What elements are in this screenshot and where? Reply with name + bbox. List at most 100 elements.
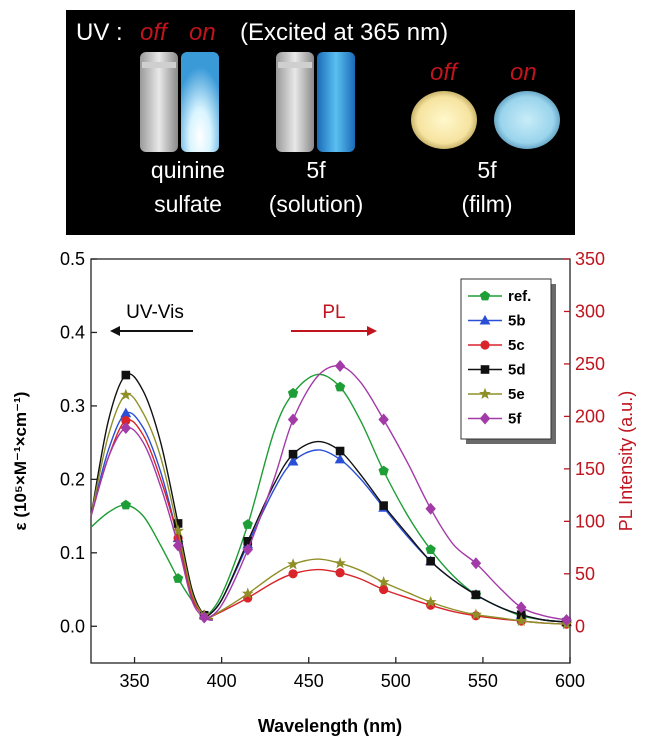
- pl-point-ref: [378, 465, 389, 476]
- legend: ref. 5b 5c 5d 5e 5f: [460, 278, 556, 444]
- uvvis-point-5d: [121, 370, 131, 380]
- uvvis-point-5e: [172, 524, 184, 536]
- series-layer: [90, 360, 573, 630]
- pl-point-5e: [515, 614, 528, 626]
- pl-point-5e: [334, 557, 346, 569]
- right-y-tick-label: 350: [575, 249, 605, 269]
- legend-label-5b: 5b: [508, 313, 526, 330]
- uv-on-label: on: [189, 19, 216, 46]
- pl-point-5b: [287, 455, 299, 466]
- x-tick-label: 550: [468, 671, 498, 691]
- uvvis-point-5c: [121, 416, 131, 426]
- pl-point-5e: [424, 595, 437, 608]
- right-y-tick-label: 50: [575, 564, 595, 584]
- x-tick-label: 400: [207, 671, 237, 691]
- vial-quinine-on-photo: [181, 52, 219, 152]
- sample-1-line2: sulfate: [154, 191, 222, 217]
- legend-box: [460, 278, 552, 440]
- uvvis-point-5f: [172, 539, 184, 552]
- x-axis-label: Wavelength (nm): [258, 716, 402, 736]
- sample-2-line1: 5f: [306, 157, 326, 183]
- pl-point-5e: [287, 558, 299, 570]
- pl-point-5f: [561, 613, 572, 626]
- sample-1-line1: quinine: [151, 157, 225, 183]
- uvvis-point-ref: [120, 499, 131, 510]
- vial-5f-off-photo: [276, 52, 314, 152]
- pl-point-5f: [378, 413, 389, 426]
- pl-point-5f: [516, 601, 527, 614]
- pl-point-5c: [335, 568, 345, 578]
- series-5c: [90, 416, 572, 629]
- left-y-tick-label: 0.3: [60, 396, 85, 416]
- x-tick-label: 600: [555, 671, 585, 691]
- pl-point-5f: [287, 413, 299, 426]
- sample-3-line1: 5f: [477, 157, 497, 183]
- film-off-disc-photo: [411, 91, 477, 149]
- left-y-axis-label: ε (10⁵×M⁻¹×cm⁻¹): [11, 392, 30, 531]
- vial-5f-on-photo: [317, 52, 355, 152]
- uvvis-point-5e: [119, 388, 132, 400]
- uv-off-label: off: [140, 19, 169, 46]
- left-y-tick-label: 0.4: [60, 322, 85, 342]
- pl-point-5f: [242, 543, 253, 556]
- pl-point-ref: [287, 387, 299, 398]
- uv-label: UV :: [76, 19, 123, 46]
- pl-line-5c: [203, 568, 567, 625]
- pl-point-5d: [471, 590, 481, 600]
- right-y-tick-label: 300: [575, 301, 605, 321]
- left-y-tick-label: 0.1: [60, 543, 85, 563]
- vial-quinine-off-photo: [140, 52, 178, 152]
- left-y-tick-label: 0.2: [60, 469, 85, 489]
- legend-marker-5c: [480, 340, 490, 350]
- legend-marker-5f: [479, 412, 491, 425]
- legend-marker-5b: [479, 314, 491, 325]
- right-y-tick-label: 250: [575, 354, 605, 374]
- left-y-tick-label: 0.0: [60, 616, 85, 636]
- pl-point-5b: [334, 453, 346, 464]
- uvvis-annotation: UV-Vis: [126, 302, 184, 323]
- legend-label-5f: 5f: [508, 411, 522, 428]
- legend-label-5e: 5e: [508, 386, 525, 403]
- film-on-label: on: [510, 59, 537, 86]
- right-y-tick-label: 200: [575, 406, 605, 426]
- sample-3-line2: (film): [461, 191, 512, 217]
- photo-header: UV : off on (Excited at 365 nm): [76, 19, 448, 46]
- pl-annotation: PL: [322, 302, 345, 323]
- uvvis-point-5b: [120, 407, 132, 418]
- series-5f: [90, 360, 572, 626]
- uvvis-line-5c: [90, 419, 214, 620]
- pl-point-5d: [243, 536, 253, 546]
- right-y-tick-label: 150: [575, 459, 605, 479]
- pl-point-5c: [379, 584, 389, 595]
- pl-point-5d: [379, 501, 388, 510]
- pl-point-5d: [516, 610, 526, 620]
- pl-point-5c: [288, 569, 298, 579]
- right-y-tick-label: 0: [575, 616, 585, 636]
- uvvis-arrow: [110, 326, 193, 336]
- pl-arrow: [291, 326, 377, 336]
- uvvis-point-5f: [120, 421, 132, 434]
- sample-labels: quinine sulfate 5f (solution) 5f (film): [151, 157, 513, 217]
- x-tick-label: 350: [120, 671, 150, 691]
- pl-point-5d: [335, 446, 345, 456]
- pl-point-ref: [425, 544, 436, 554]
- pl-point-5d: [288, 449, 298, 459]
- uvvis-point-5d: [173, 519, 183, 528]
- pl-point-5f: [470, 557, 482, 570]
- film-on-disc-photo: [494, 91, 560, 149]
- uvvis-point-5f: [199, 611, 210, 624]
- pl-point-ref: [242, 519, 253, 529]
- uvvis-point-ref: [173, 573, 184, 583]
- x-tick-label: 500: [381, 671, 411, 691]
- right-y-axis: 0 50 100 150 200 250 300 350: [564, 249, 605, 636]
- uvvis-line-5d: [90, 373, 214, 620]
- pl-point-ref: [334, 381, 346, 392]
- legend-label-5c: 5c: [508, 337, 525, 354]
- x-axis: 350 400 450 500 550 600: [120, 657, 585, 691]
- pl-point-5f: [334, 360, 346, 373]
- plot-frame: [90, 258, 571, 664]
- right-y-axis-label: PL Intensity (a.u.): [616, 391, 636, 531]
- left-y-tick-label: 0.5: [60, 249, 85, 269]
- legend-marker-ref: [479, 290, 491, 301]
